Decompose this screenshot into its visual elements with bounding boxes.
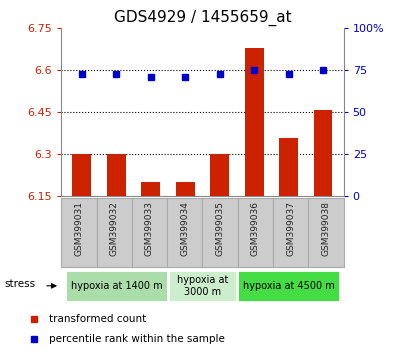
Bar: [314, 110, 333, 196]
Text: percentile rank within the sample: percentile rank within the sample: [49, 335, 225, 344]
Bar: [176, 182, 195, 196]
Bar: [237, 270, 340, 302]
Text: GSM399034: GSM399034: [180, 201, 189, 256]
Bar: [245, 48, 263, 196]
Bar: [107, 154, 126, 196]
Bar: [168, 270, 237, 302]
Bar: [210, 154, 229, 196]
Text: GSM399036: GSM399036: [251, 201, 260, 256]
Text: stress: stress: [5, 279, 36, 289]
Text: GSM399037: GSM399037: [286, 201, 295, 256]
Bar: [279, 138, 298, 196]
Text: GSM399032: GSM399032: [110, 201, 118, 256]
Bar: [72, 154, 91, 196]
Text: hypoxia at
3000 m: hypoxia at 3000 m: [177, 275, 228, 297]
Text: GSM399033: GSM399033: [145, 201, 154, 256]
Text: transformed count: transformed count: [49, 314, 147, 324]
Text: GSM399035: GSM399035: [216, 201, 225, 256]
Title: GDS4929 / 1455659_at: GDS4929 / 1455659_at: [114, 9, 291, 25]
Text: hypoxia at 4500 m: hypoxia at 4500 m: [243, 281, 335, 291]
Bar: [65, 270, 168, 302]
Text: GSM399038: GSM399038: [322, 201, 331, 256]
Text: GSM399031: GSM399031: [74, 201, 83, 256]
Bar: [141, 182, 160, 196]
Text: hypoxia at 1400 m: hypoxia at 1400 m: [71, 281, 162, 291]
